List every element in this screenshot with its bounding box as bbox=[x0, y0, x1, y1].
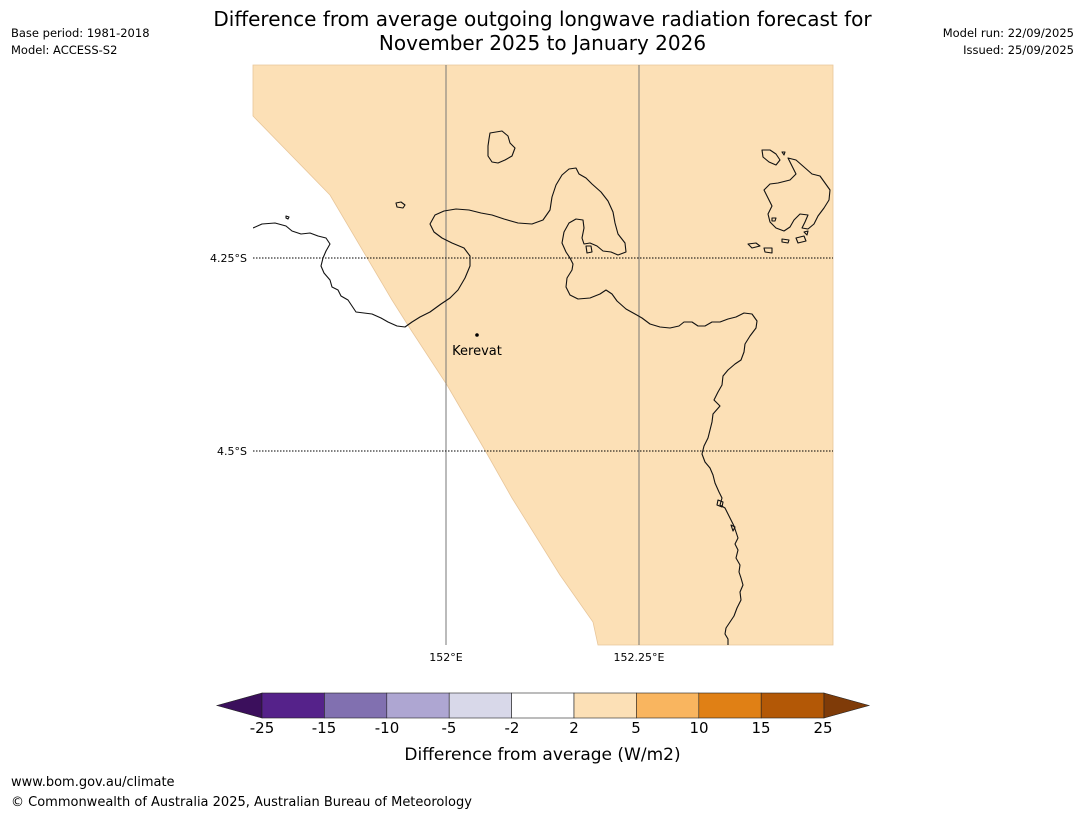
island-east-main bbox=[763, 157, 831, 232]
title-line-2: November 2025 to January 2026 bbox=[378, 31, 707, 55]
island-north bbox=[487, 130, 516, 164]
coastline-main bbox=[253, 167, 758, 645]
colorbar-bin-7 bbox=[636, 692, 700, 719]
islet-southeast-1 bbox=[716, 499, 724, 508]
colorbar-bin-4 bbox=[448, 692, 512, 719]
title-line-1: Difference from average outgoing longwav… bbox=[213, 7, 872, 31]
colorbar-extend-high bbox=[823, 692, 871, 719]
colorbar-tick: 10 bbox=[689, 719, 709, 737]
meta-left: Base period: 1981-2018 Model: ACCESS-S2 bbox=[11, 25, 150, 59]
lat-label-4-5: 4.5°S bbox=[217, 445, 247, 458]
islet-inlet bbox=[585, 245, 593, 254]
footer-copyright: © Commonwealth of Australia 2025, Austra… bbox=[11, 795, 472, 810]
lon-label-152-25: 152.25°E bbox=[614, 651, 665, 664]
colorbar-bin-2 bbox=[324, 692, 388, 719]
island-northeast bbox=[761, 149, 781, 166]
colorbar-extend-low bbox=[215, 692, 263, 719]
model-text: Model: ACCESS-S2 bbox=[11, 43, 118, 57]
colorbar-tick: -15 bbox=[311, 719, 337, 737]
islet-tiny bbox=[285, 215, 290, 220]
colorbar-tick: 15 bbox=[751, 719, 771, 737]
forecast-fill-area bbox=[252, 64, 834, 646]
colorbar-bin-8 bbox=[698, 692, 762, 719]
coastline-group bbox=[253, 130, 831, 645]
lon-label-152: 152°E bbox=[429, 651, 462, 664]
colorbar-tick: 5 bbox=[631, 719, 641, 737]
islet-east-7 bbox=[781, 151, 786, 156]
model-run-text: Model run: 22/09/2025 bbox=[942, 26, 1074, 40]
colorbar-tick: -25 bbox=[249, 719, 275, 737]
colorbar-label: Difference from average (W/m2) bbox=[404, 745, 681, 765]
islet-southeast-2 bbox=[730, 524, 736, 532]
meta-right: Model run: 22/09/2025 Issued: 25/09/2025 bbox=[943, 25, 1074, 59]
base-period-text: Base period: 1981-2018 bbox=[11, 26, 150, 40]
colorbar-bin-6 bbox=[573, 692, 637, 719]
colorbar-tick: -2 bbox=[504, 719, 520, 737]
colorbar-bin-9 bbox=[760, 692, 825, 719]
islet-east-5 bbox=[795, 235, 807, 244]
lat-label-4-25: 4.25°S bbox=[210, 252, 247, 265]
islet-west bbox=[395, 201, 406, 209]
chart-title: Difference from average outgoing longwav… bbox=[0, 7, 1085, 55]
kerevat-marker bbox=[475, 333, 479, 337]
kerevat-label: Kerevat bbox=[452, 344, 502, 359]
colorbar-tick: -5 bbox=[441, 719, 457, 737]
footer-url[interactable]: www.bom.gov.au/climate bbox=[11, 775, 175, 790]
islet-east-6 bbox=[803, 230, 809, 236]
colorbar-bin-1 bbox=[261, 692, 325, 719]
colorbar-tick: 25 bbox=[813, 719, 833, 737]
islet-east-1 bbox=[771, 217, 777, 222]
islet-east-4 bbox=[781, 238, 790, 244]
islet-east-2 bbox=[747, 242, 761, 249]
colorbar-tick: 2 bbox=[569, 719, 579, 737]
islet-east-3 bbox=[763, 247, 773, 254]
colorbar bbox=[215, 692, 871, 719]
colorbar-bin-3 bbox=[386, 692, 450, 719]
issued-text: Issued: 25/09/2025 bbox=[963, 43, 1074, 57]
colorbar-tick: -10 bbox=[374, 719, 400, 737]
colorbar-bin-5 bbox=[511, 692, 575, 719]
